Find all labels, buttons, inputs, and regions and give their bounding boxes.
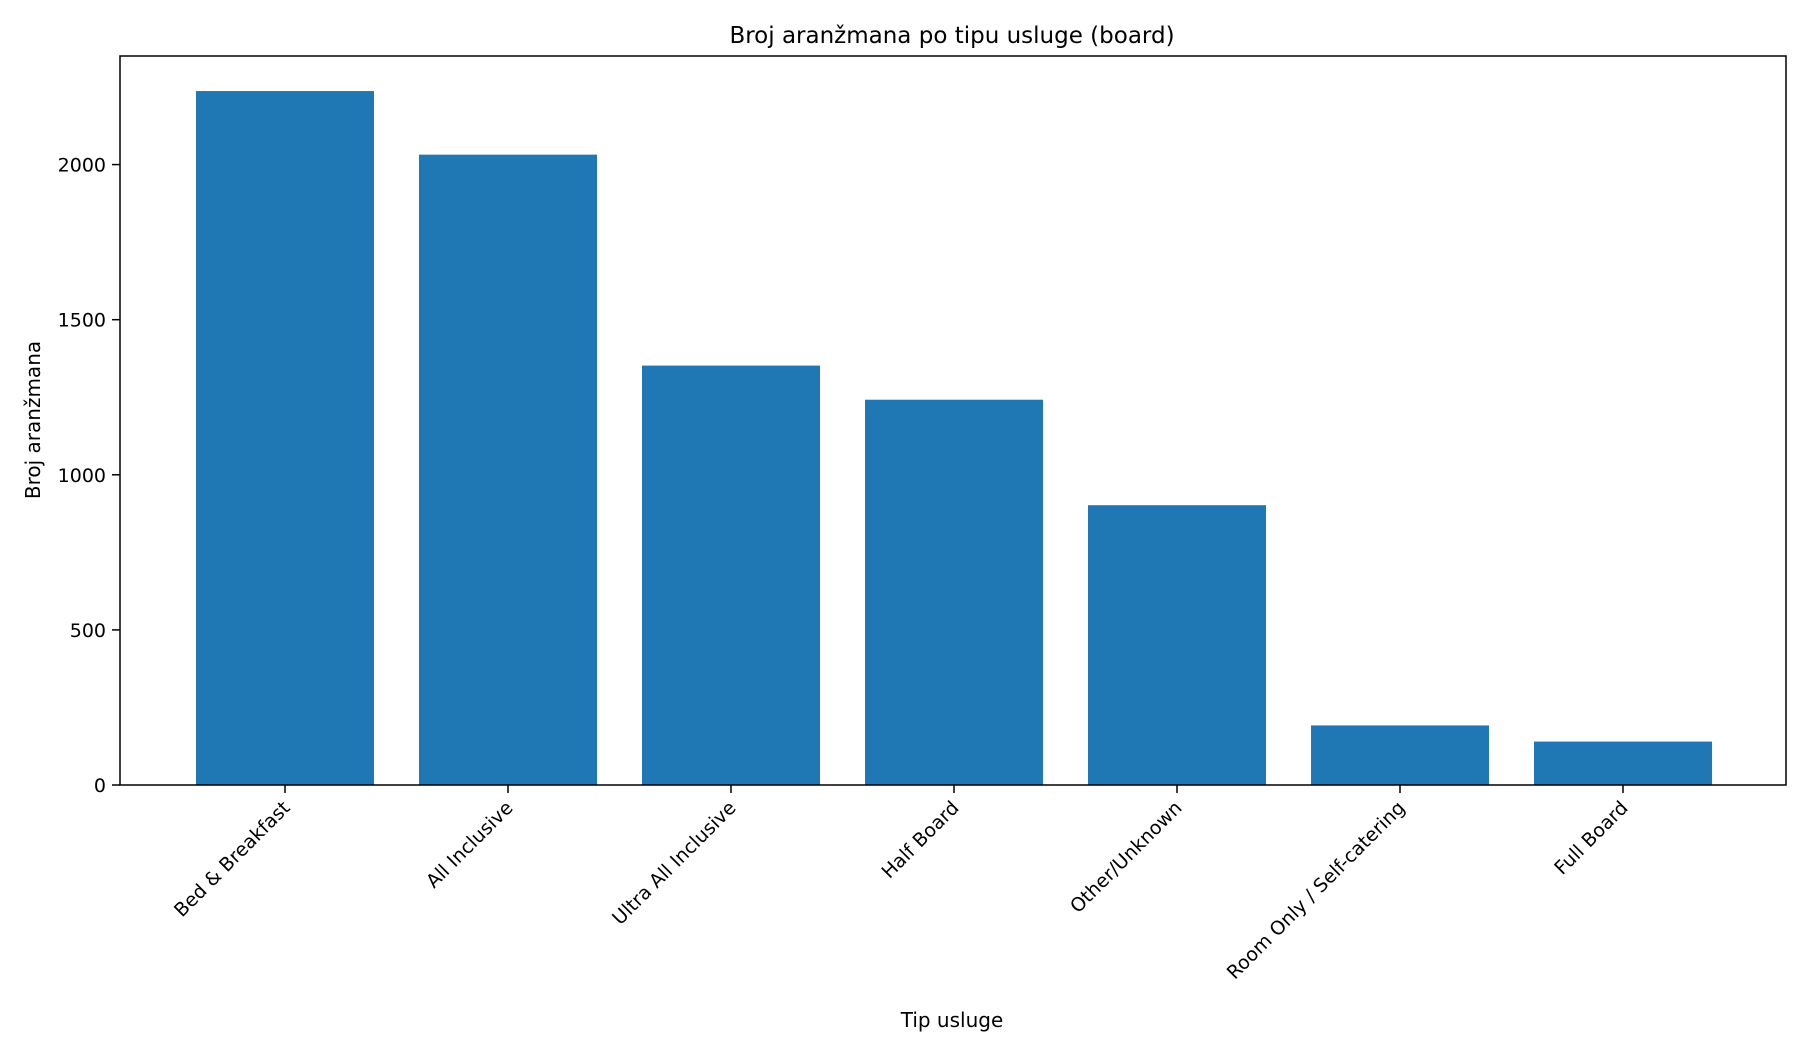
bar [1534, 741, 1712, 785]
x-tick-label: Other/Unknown [1066, 797, 1187, 918]
y-tick-label: 1000 [58, 465, 106, 487]
x-tick-label: Bed & Breakfast [170, 797, 295, 922]
y-tick-label: 0 [94, 775, 106, 797]
x-tick-label: Room Only / Self-catering [1223, 797, 1410, 984]
y-tick-label: 2000 [58, 155, 106, 177]
bars-layer [196, 91, 1712, 786]
bar [196, 91, 374, 786]
bar [865, 399, 1043, 785]
plot-frame [119, 55, 1787, 786]
bar [419, 154, 597, 786]
bar [1088, 505, 1266, 785]
y-axis-label: Broj aranžmana [21, 341, 45, 499]
x-axis: Bed & Breakfast All Inclusive Ultra All In… [170, 785, 1633, 984]
x-tick-label: Full Board [1550, 797, 1632, 879]
bar [1311, 725, 1489, 785]
y-axis: 0 500 1000 1500 2000 [58, 155, 120, 797]
y-tick-label: 1500 [58, 310, 106, 332]
bar [642, 365, 820, 785]
x-tick-label: Ultra All Inclusive [608, 797, 740, 929]
chart-title: Broj aranžmana po tipu usluge (board) [729, 23, 1174, 49]
x-tick-label: Half Board [877, 797, 963, 883]
y-tick-label: 500 [70, 620, 106, 642]
x-axis-label: Tip usluge [900, 1008, 1004, 1032]
x-tick-label: All Inclusive [422, 797, 518, 893]
